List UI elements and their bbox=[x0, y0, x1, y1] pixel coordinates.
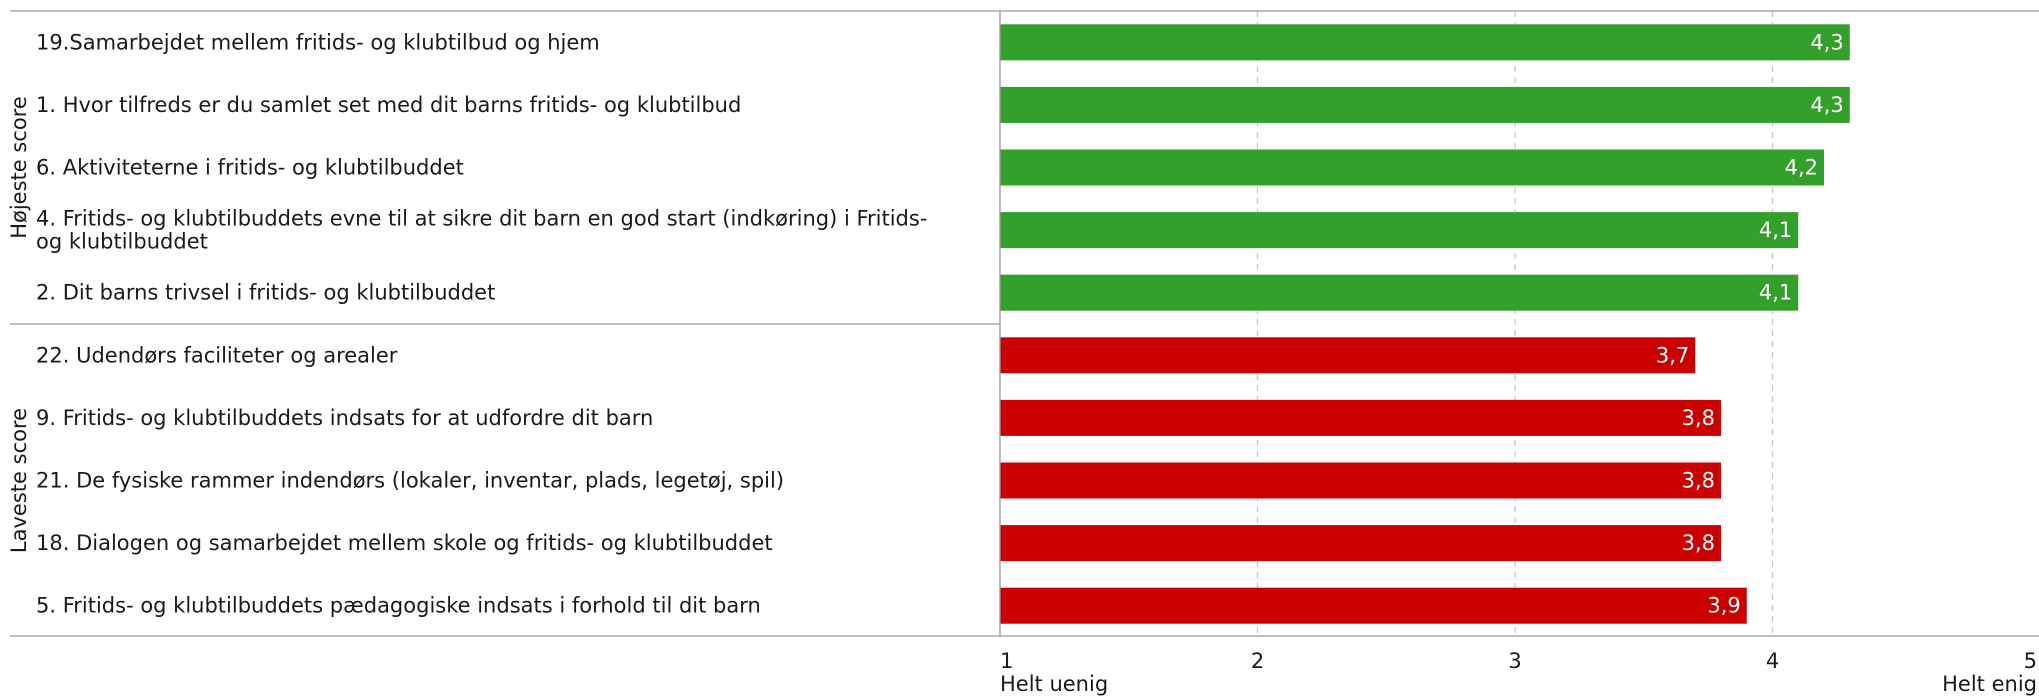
data-label: 4,3 bbox=[1810, 93, 1843, 117]
category-label: 18. Dialogen og samarbejdet mellem skole… bbox=[36, 531, 773, 555]
tick-label: 3 bbox=[1508, 649, 1521, 673]
tick-label: 2 bbox=[1251, 649, 1264, 673]
category-label: 5. Fritids- og klubtilbuddets pædagogisk… bbox=[36, 594, 761, 618]
data-label: 3,9 bbox=[1707, 594, 1740, 618]
group-label: Højeste score bbox=[7, 96, 31, 239]
bar bbox=[1000, 462, 1721, 499]
axis-min-label: Helt uenig bbox=[1000, 672, 1108, 696]
tick-label: 5 bbox=[2024, 649, 2037, 673]
category-label: 19.Samarbejdet mellem fritids- og klubti… bbox=[36, 30, 600, 54]
category-label: 1. Hvor tilfreds er du samlet set med di… bbox=[36, 93, 741, 117]
bar bbox=[1000, 274, 1799, 311]
bar bbox=[1000, 86, 1850, 123]
data-label: 4,2 bbox=[1785, 156, 1818, 180]
bar bbox=[1000, 587, 1747, 624]
category-label: 6. Aktiviteterne i fritids- og klubtilbu… bbox=[36, 156, 464, 180]
data-label: 3,7 bbox=[1656, 343, 1689, 367]
bar bbox=[1000, 337, 1696, 374]
category-label: 2. Dit barns trivsel i fritids- og klubt… bbox=[36, 281, 495, 305]
bar bbox=[1000, 525, 1721, 562]
bar bbox=[1000, 399, 1721, 436]
group-label: Laveste score bbox=[7, 408, 31, 553]
category-label: 22. Udendørs faciliteter og arealer bbox=[36, 343, 398, 367]
bar bbox=[1000, 149, 1824, 186]
data-label: 4,1 bbox=[1759, 281, 1792, 305]
bar bbox=[1000, 24, 1850, 61]
category-label: 21. De fysiske rammer indendørs (lokaler… bbox=[36, 469, 784, 493]
bar bbox=[1000, 212, 1799, 249]
axis-max-label: Helt enig bbox=[1942, 672, 2037, 696]
data-label: 3,8 bbox=[1682, 469, 1715, 493]
data-label: 3,8 bbox=[1682, 406, 1715, 430]
data-label: 4,3 bbox=[1810, 30, 1843, 54]
tick-label: 1 bbox=[1000, 649, 1013, 673]
category-label: 4. Fritids- og klubtilbuddets evne til a… bbox=[36, 207, 927, 231]
tick-label: 4 bbox=[1766, 649, 1779, 673]
data-label: 3,8 bbox=[1682, 531, 1715, 555]
data-label: 4,1 bbox=[1759, 218, 1792, 242]
category-label: 9. Fritids- og klubtilbuddets indsats fo… bbox=[36, 406, 653, 430]
category-label: og klubtilbuddet bbox=[36, 230, 208, 254]
